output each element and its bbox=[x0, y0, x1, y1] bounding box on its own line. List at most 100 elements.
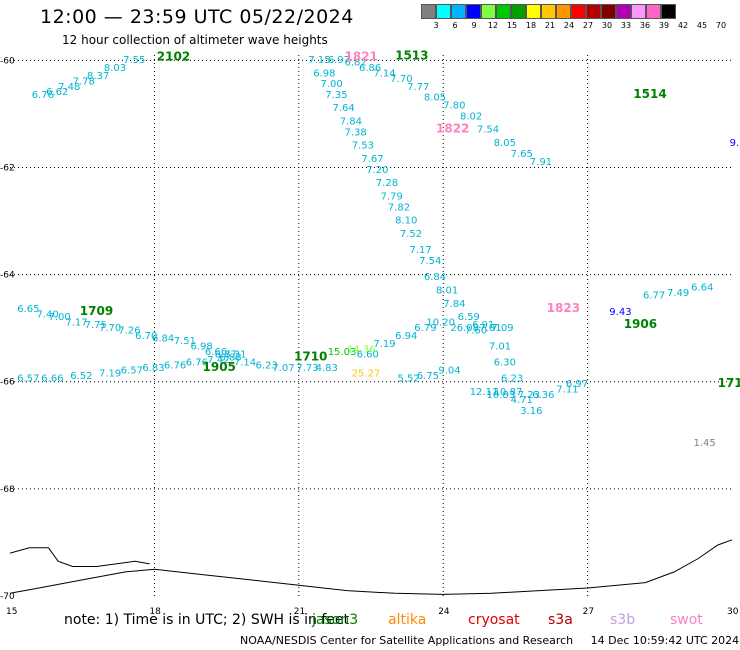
x-tick-label: 18 bbox=[149, 607, 161, 617]
wave-height-point: 8.05 bbox=[494, 138, 516, 149]
track-labels: 2102 1821 1822 1513 1514 1709 1823 1906 1710 1905… bbox=[80, 48, 740, 449]
wave-height-point: 7.00 bbox=[49, 312, 71, 323]
wave-height-label: 9. bbox=[730, 138, 740, 149]
wave-height-point: 7.42 bbox=[207, 355, 229, 366]
track-time-label: 1709 bbox=[80, 304, 113, 318]
wave-height-point: 7.28 bbox=[376, 178, 398, 189]
wave-height-point: 7.54 bbox=[419, 256, 441, 267]
wave-height-point: 6.97 bbox=[566, 379, 588, 390]
legend-tick-label: 70 bbox=[715, 21, 727, 30]
wave-height-point: 8.37 bbox=[87, 71, 109, 82]
track-time-label: 1513 bbox=[395, 48, 428, 62]
x-tick-label: 30 bbox=[727, 607, 739, 617]
wave-height-point: 7.48 bbox=[58, 82, 80, 93]
credit-text: NOAA/NESDIS Center for Satellite Applica… bbox=[240, 634, 574, 647]
legend-swatch bbox=[526, 4, 541, 19]
wave-height-point: 7.19 bbox=[99, 368, 121, 379]
wave-height-point: 7.35 bbox=[325, 90, 347, 101]
wave-height-point: 7.78 bbox=[73, 77, 95, 88]
wave-height-point: 9.04 bbox=[438, 366, 460, 377]
wave-height-point: 6.84 bbox=[152, 334, 174, 345]
track-time-label: 1823 bbox=[547, 301, 580, 315]
legend-swatch bbox=[466, 4, 481, 19]
wave-height-point: 7.84 bbox=[443, 299, 465, 310]
wave-height-point: 7.82 bbox=[388, 202, 410, 213]
legend-tick-label: 9 bbox=[471, 21, 477, 30]
timestamp: 14 Dec 10:59:42 UTC 2024 bbox=[590, 634, 740, 647]
y-tick-label: -68 bbox=[0, 485, 15, 495]
track-time-label: 1822 bbox=[436, 122, 469, 136]
wave-height-point: 7.80 bbox=[443, 101, 465, 112]
wave-height-point: 4.83 bbox=[316, 363, 338, 374]
axis-ticks: 15 18 21 24 27 30 -60 -62 -64 -66 -68 -70 bbox=[0, 56, 739, 617]
wave-height-point: 6.76 bbox=[32, 90, 54, 101]
wave-height-point: 7.79 bbox=[381, 192, 403, 203]
wave-height-point: 6.59 bbox=[458, 312, 480, 323]
wave-height-point: 10.83 bbox=[487, 390, 516, 401]
legend-tick-label: 33 bbox=[620, 21, 632, 30]
wave-height-point: 6.57 bbox=[121, 366, 143, 377]
wave-height-point: 7.73 bbox=[296, 363, 318, 374]
wave-height-point: 6.66 bbox=[41, 374, 63, 385]
legend-tick-label: 36 bbox=[639, 21, 651, 30]
legend-altika: altika bbox=[388, 612, 427, 628]
wave-height-point: 6.91 bbox=[472, 320, 494, 331]
wave-height-point: 6.86 bbox=[359, 63, 381, 74]
wave-height-point: 7.84 bbox=[340, 117, 362, 128]
ice-edge-path bbox=[9, 547, 150, 567]
wave-height-point: 7.65 bbox=[511, 149, 533, 160]
wave-height-point: 7.09 bbox=[491, 323, 513, 334]
wave-height-point: 6.94 bbox=[395, 331, 417, 342]
wave-height-point: 6.76 bbox=[186, 358, 208, 369]
y-tick-label: -70 bbox=[0, 592, 15, 602]
wave-height-point: 6.57 bbox=[17, 374, 39, 385]
wave-height-point: 7.11 bbox=[556, 385, 578, 396]
wave-height-point: 7.67 bbox=[361, 154, 383, 165]
wave-height-point: 8.05 bbox=[424, 93, 446, 104]
legend-cryosat: cryosat bbox=[468, 612, 520, 628]
y-tick-label: -64 bbox=[0, 271, 15, 281]
legend-tick-label: 12 bbox=[487, 21, 499, 30]
wave-height-point: 7.26 bbox=[118, 326, 140, 337]
wave-height-point: 7.53 bbox=[352, 141, 374, 152]
wave-height-point: 7.70 bbox=[99, 323, 121, 334]
wave-height-point: 4.71 bbox=[511, 395, 533, 406]
wave-height-point: 7.14 bbox=[234, 358, 256, 369]
wave-height-point: 7.91 bbox=[530, 157, 552, 168]
wave-height-point: 6.64 bbox=[691, 283, 713, 294]
wave-height-point: 6.52 bbox=[70, 371, 92, 382]
wave-height-point: 7.60 bbox=[465, 326, 487, 337]
wave-height-point: 8.01 bbox=[436, 285, 458, 296]
legend-swot: swot bbox=[670, 612, 703, 628]
wave-height-point: 7.14 bbox=[373, 68, 395, 79]
legend-swatch bbox=[541, 4, 556, 19]
legend-swatch bbox=[661, 4, 676, 19]
wave-height-point: 6.23 bbox=[501, 374, 523, 385]
wave-height-point: 7.20 bbox=[366, 165, 388, 176]
wave-height-point: 6.30 bbox=[494, 358, 516, 369]
wave-height-point: 6.75 bbox=[417, 371, 439, 382]
data-points: 6.766.627.487.788.378.037.55 7.156.987.00… bbox=[17, 55, 713, 417]
legend-jason3: jason3 bbox=[312, 612, 359, 628]
wave-height-point: 7.51 bbox=[174, 336, 196, 347]
legend-s3b: s3b bbox=[610, 612, 636, 628]
wave-height-point: 7.70 bbox=[390, 74, 412, 85]
wave-height-point: 6.88 bbox=[219, 352, 241, 363]
page-title: 12:00 — 23:59 UTC 05/22/2024 bbox=[40, 6, 354, 28]
wave-height-point: 6.66 bbox=[205, 347, 227, 358]
legend-swatch bbox=[571, 4, 586, 19]
legend-swatch bbox=[601, 4, 616, 19]
wave-height-label: 15.03 bbox=[328, 347, 357, 358]
x-tick-label: 21 bbox=[294, 607, 305, 617]
legend-swatch bbox=[451, 4, 466, 19]
legend-tick-label: 30 bbox=[601, 21, 613, 30]
wave-height-point: 6.97 bbox=[328, 55, 350, 66]
wave-height-point: 7.17 bbox=[410, 245, 432, 256]
legend-swatch bbox=[511, 4, 526, 19]
wave-height-point: 6.83 bbox=[142, 363, 164, 374]
y-tick-label: -66 bbox=[0, 378, 15, 388]
wave-height-point: 7.00 bbox=[321, 79, 343, 90]
wave-height-point: 6.79 bbox=[414, 323, 436, 334]
wave-height-point: 10.20 bbox=[426, 318, 455, 329]
